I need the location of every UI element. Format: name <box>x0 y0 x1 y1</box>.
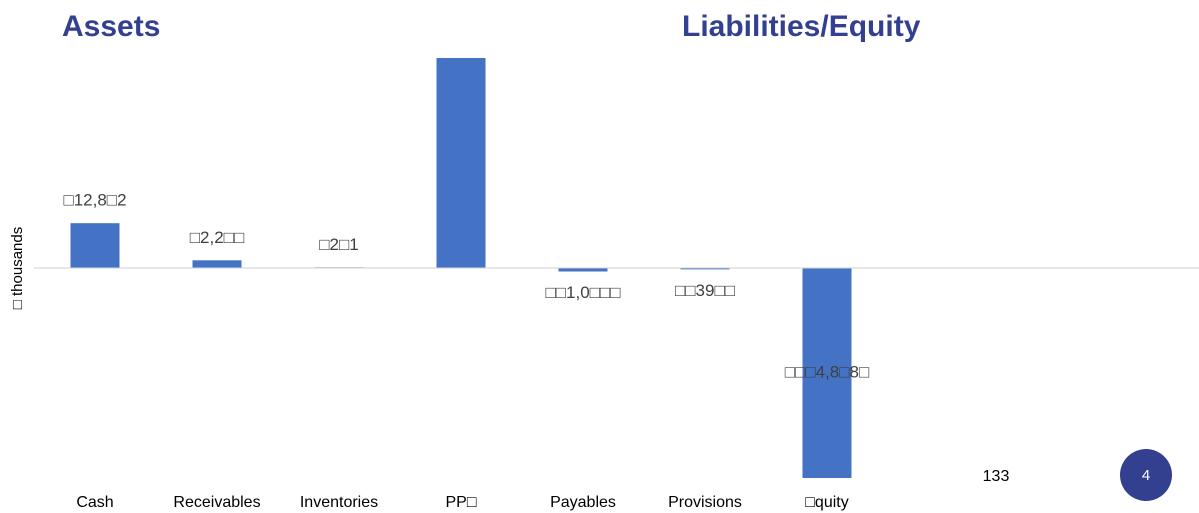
value-label: □12,8□2 <box>63 191 126 210</box>
bar <box>802 268 852 478</box>
bar <box>680 268 730 270</box>
value-label: □□39□□ <box>675 281 735 300</box>
bar <box>558 268 608 272</box>
y-axis-label: □ thousands <box>9 227 26 309</box>
value-label: □□1,0□□□ <box>546 283 621 302</box>
value-label: □□□4,8□8□ <box>785 362 869 381</box>
x-tick-label: Payables <box>550 494 616 511</box>
liabilities-heading: Liabilities/Equity <box>682 10 921 43</box>
bar <box>70 223 120 268</box>
value-label: □2□1 <box>319 235 358 254</box>
x-tick-label: Cash <box>76 494 113 511</box>
assets-heading: Assets <box>62 10 160 43</box>
x-tick-label: Provisions <box>668 494 742 511</box>
page-number: 4 <box>1142 467 1150 484</box>
bar <box>192 260 242 268</box>
x-tick-label: Receivables <box>173 494 260 511</box>
x-tick-label: PP□ <box>445 494 476 511</box>
x-tick-label: □quity <box>805 494 848 511</box>
page-badge <box>1120 449 1172 501</box>
value-label: □2,2□□ <box>190 228 244 247</box>
bar <box>436 58 486 268</box>
x-tick-label: Inventories <box>300 494 378 511</box>
footer-number: 133 <box>983 468 1010 485</box>
